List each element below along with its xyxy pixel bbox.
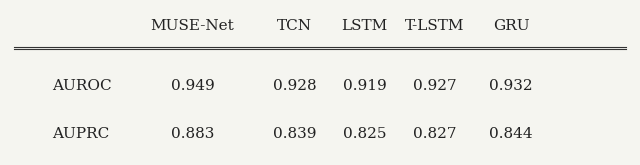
Text: 0.839: 0.839 (273, 127, 316, 141)
Text: 0.883: 0.883 (171, 127, 214, 141)
Text: 0.827: 0.827 (413, 127, 456, 141)
Text: 0.825: 0.825 (343, 127, 387, 141)
Text: 0.844: 0.844 (490, 127, 533, 141)
Text: T-LSTM: T-LSTM (405, 19, 465, 33)
Text: 0.928: 0.928 (273, 79, 316, 93)
Text: GRU: GRU (493, 19, 529, 33)
Text: AUROC: AUROC (52, 79, 112, 93)
Text: 0.932: 0.932 (490, 79, 533, 93)
Text: 0.919: 0.919 (343, 79, 387, 93)
Text: TCN: TCN (277, 19, 312, 33)
Text: MUSE-Net: MUSE-Net (150, 19, 234, 33)
Text: 0.949: 0.949 (171, 79, 214, 93)
Text: AUPRC: AUPRC (52, 127, 109, 141)
Text: LSTM: LSTM (342, 19, 388, 33)
Text: 0.927: 0.927 (413, 79, 456, 93)
